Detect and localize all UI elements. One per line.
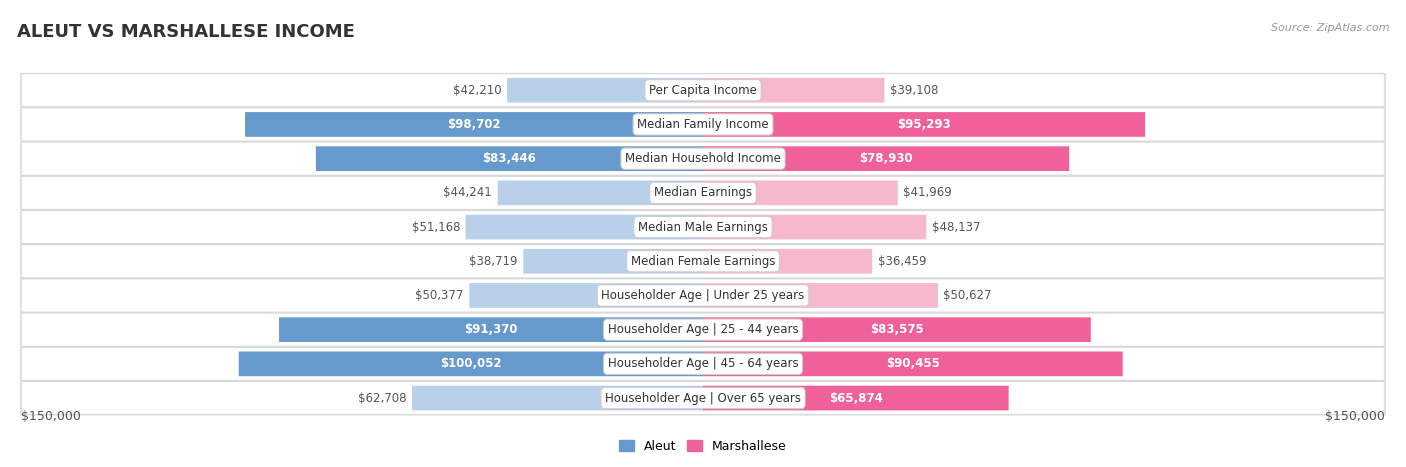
FancyBboxPatch shape [22, 177, 1384, 209]
Text: $36,459: $36,459 [877, 255, 927, 268]
FancyBboxPatch shape [22, 280, 1384, 311]
Text: $78,930: $78,930 [859, 152, 912, 165]
FancyBboxPatch shape [21, 142, 1385, 175]
FancyBboxPatch shape [22, 108, 1384, 141]
Text: $83,575: $83,575 [870, 323, 924, 336]
Text: $44,241: $44,241 [443, 186, 492, 199]
FancyBboxPatch shape [703, 352, 1123, 376]
FancyBboxPatch shape [239, 352, 703, 376]
Text: $95,293: $95,293 [897, 118, 950, 131]
FancyBboxPatch shape [703, 112, 1144, 137]
FancyBboxPatch shape [508, 78, 703, 103]
FancyBboxPatch shape [523, 249, 703, 274]
FancyBboxPatch shape [21, 210, 1385, 244]
FancyBboxPatch shape [22, 348, 1384, 380]
Text: $83,446: $83,446 [482, 152, 536, 165]
Text: Householder Age | 45 - 64 years: Householder Age | 45 - 64 years [607, 357, 799, 370]
FancyBboxPatch shape [470, 283, 703, 308]
FancyBboxPatch shape [22, 211, 1384, 243]
FancyBboxPatch shape [22, 245, 1384, 277]
FancyBboxPatch shape [21, 108, 1385, 141]
Text: Per Capita Income: Per Capita Income [650, 84, 756, 97]
Text: $39,108: $39,108 [890, 84, 938, 97]
FancyBboxPatch shape [21, 382, 1385, 415]
FancyBboxPatch shape [703, 146, 1069, 171]
FancyBboxPatch shape [21, 313, 1385, 347]
Text: $100,052: $100,052 [440, 357, 502, 370]
FancyBboxPatch shape [412, 386, 703, 410]
Text: $50,377: $50,377 [415, 289, 464, 302]
Text: $91,370: $91,370 [464, 323, 517, 336]
Text: $51,168: $51,168 [412, 220, 460, 234]
FancyBboxPatch shape [703, 249, 872, 274]
Text: Householder Age | Under 25 years: Householder Age | Under 25 years [602, 289, 804, 302]
FancyBboxPatch shape [703, 386, 1008, 410]
FancyBboxPatch shape [703, 283, 938, 308]
Text: $38,719: $38,719 [470, 255, 517, 268]
Text: $90,455: $90,455 [886, 357, 939, 370]
FancyBboxPatch shape [245, 112, 703, 137]
Text: ALEUT VS MARSHALLESE INCOME: ALEUT VS MARSHALLESE INCOME [17, 23, 354, 42]
FancyBboxPatch shape [703, 317, 1091, 342]
Text: Median Family Income: Median Family Income [637, 118, 769, 131]
FancyBboxPatch shape [498, 181, 703, 205]
FancyBboxPatch shape [22, 143, 1384, 175]
FancyBboxPatch shape [465, 215, 703, 240]
FancyBboxPatch shape [22, 382, 1384, 414]
Text: $42,210: $42,210 [453, 84, 502, 97]
FancyBboxPatch shape [22, 314, 1384, 346]
FancyBboxPatch shape [21, 73, 1385, 107]
Text: $65,874: $65,874 [830, 391, 883, 404]
Text: $150,000: $150,000 [21, 410, 80, 424]
Text: $98,702: $98,702 [447, 118, 501, 131]
FancyBboxPatch shape [21, 279, 1385, 312]
Text: Source: ZipAtlas.com: Source: ZipAtlas.com [1271, 23, 1389, 33]
FancyBboxPatch shape [21, 245, 1385, 278]
FancyBboxPatch shape [703, 215, 927, 240]
Text: $48,137: $48,137 [932, 220, 980, 234]
Text: Median Male Earnings: Median Male Earnings [638, 220, 768, 234]
Text: Householder Age | Over 65 years: Householder Age | Over 65 years [605, 391, 801, 404]
FancyBboxPatch shape [703, 78, 884, 103]
Text: Householder Age | 25 - 44 years: Householder Age | 25 - 44 years [607, 323, 799, 336]
Text: Median Earnings: Median Earnings [654, 186, 752, 199]
FancyBboxPatch shape [316, 146, 703, 171]
FancyBboxPatch shape [21, 347, 1385, 381]
Text: $50,627: $50,627 [943, 289, 993, 302]
Legend: Aleut, Marshallese: Aleut, Marshallese [614, 435, 792, 458]
Text: Median Female Earnings: Median Female Earnings [631, 255, 775, 268]
Text: $41,969: $41,969 [903, 186, 952, 199]
Text: Median Household Income: Median Household Income [626, 152, 780, 165]
FancyBboxPatch shape [703, 181, 897, 205]
FancyBboxPatch shape [21, 176, 1385, 210]
Text: $150,000: $150,000 [1326, 410, 1385, 424]
FancyBboxPatch shape [22, 74, 1384, 106]
FancyBboxPatch shape [278, 317, 703, 342]
Text: $62,708: $62,708 [359, 391, 406, 404]
